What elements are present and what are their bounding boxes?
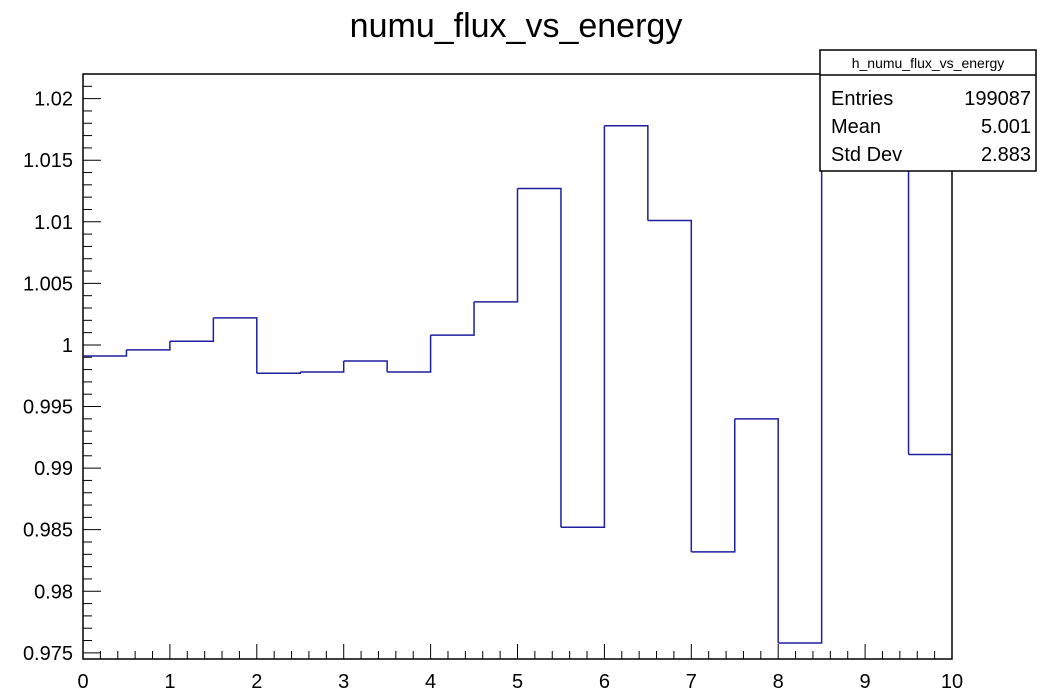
stats-box: h_numu_flux_vs_energy Entries 199087 Mea… bbox=[819, 49, 1037, 172]
histogram-bin bbox=[778, 74, 823, 644]
stats-stddev-value: 2.883 bbox=[981, 144, 1031, 166]
histogram-bin bbox=[691, 418, 736, 553]
y-tick-label: 0.99 bbox=[34, 458, 73, 480]
histogram-bin bbox=[256, 372, 301, 375]
histogram-bin bbox=[430, 301, 475, 336]
x-tick-label: 5 bbox=[512, 671, 523, 693]
x-tick-label: 6 bbox=[599, 671, 610, 693]
x-tick-label: 1 bbox=[164, 671, 175, 693]
histogram-bin bbox=[213, 317, 258, 374]
x-tick-label: 9 bbox=[860, 671, 871, 693]
histogram-bin bbox=[474, 188, 519, 303]
stats-mean-value: 5.001 bbox=[981, 116, 1031, 138]
stats-box-title: h_numu_flux_vs_energy bbox=[852, 55, 1005, 71]
stats-stddev-label: Std Dev bbox=[831, 144, 902, 166]
x-tick-label: 3 bbox=[338, 671, 349, 693]
y-tick-label: 1 bbox=[62, 335, 73, 357]
stats-mean-label: Mean bbox=[831, 116, 881, 138]
stats-entries-value: 199087 bbox=[964, 88, 1031, 110]
stats-box-frame bbox=[819, 49, 1037, 172]
y-tick-label: 0.985 bbox=[23, 520, 73, 542]
histogram-bin bbox=[517, 187, 562, 528]
histogram-bin bbox=[604, 124, 649, 221]
x-tick-label: 7 bbox=[686, 671, 697, 693]
histogram-bin bbox=[343, 360, 388, 373]
x-tick-label: 8 bbox=[773, 671, 784, 693]
x-tick-label: 10 bbox=[941, 671, 963, 693]
histogram-bin bbox=[83, 349, 128, 357]
x-tick-label: 0 bbox=[77, 671, 88, 693]
histogram-bin bbox=[126, 341, 171, 351]
y-tick-label: 0.975 bbox=[23, 643, 73, 665]
plot-area: 0 1 2 3 4 5 6 7 8 9 10 0.975 0.98 0.985 0.99 0.995 1 1.00… bbox=[23, 73, 963, 693]
y-tick-label: 1.02 bbox=[34, 89, 73, 111]
stats-entries-label: Entries bbox=[831, 88, 893, 110]
histogram-bin bbox=[387, 335, 432, 373]
histogram-bin bbox=[907, 74, 910, 455]
x-tick-label: 2 bbox=[251, 671, 262, 693]
y-tick-label: 1.005 bbox=[23, 273, 73, 295]
chart-title: numu_flux_vs_energy bbox=[350, 7, 683, 45]
histogram-bin bbox=[647, 219, 693, 552]
y-tick-label: 0.995 bbox=[23, 397, 73, 419]
y-tick-label: 0.98 bbox=[34, 581, 73, 603]
x-tick-label: 4 bbox=[425, 671, 436, 693]
histogram-bin bbox=[560, 125, 606, 528]
histogram-bin bbox=[734, 418, 779, 643]
histogram-bin bbox=[169, 317, 215, 343]
y-tick-label: 1.01 bbox=[34, 212, 73, 234]
y-tick-label: 1.015 bbox=[23, 150, 73, 172]
histogram-bin bbox=[300, 360, 345, 373]
